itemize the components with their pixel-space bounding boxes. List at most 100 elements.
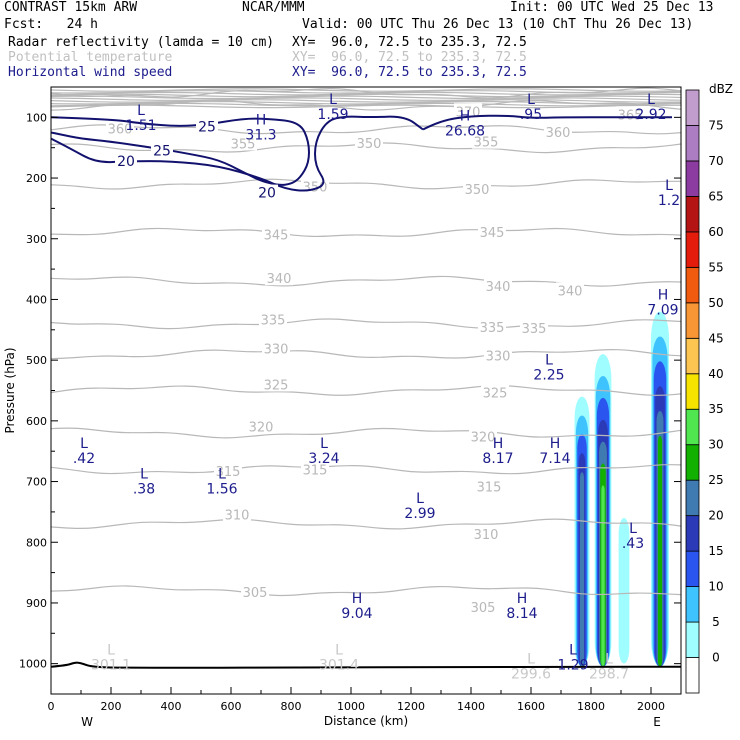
reflectivity-cell-1-level-35 [601, 485, 605, 667]
theta-label-bg-9 [262, 226, 290, 242]
theta-label-320: 320 [471, 431, 496, 446]
y-tick-label-500: 500 [26, 354, 47, 367]
theta-label-bg-18 [484, 347, 512, 363]
extremum-value: 2.92 [635, 107, 666, 123]
axes-layer: 0 200 400 600 800 1000 1200 1400 1600 1800 2000 100… [3, 86, 682, 729]
org-label: NCAR/MMM [242, 0, 305, 15]
colorbar-swatch-4 [685, 515, 700, 552]
theta-label-310: 310 [474, 528, 499, 543]
colorbar-label-55: 55 [708, 260, 723, 274]
colorbar-swatch-7 [685, 408, 700, 446]
theta-label-bg-3 [472, 133, 500, 149]
extremum-value: 1.59 [317, 107, 348, 123]
colorbar: 0 5 10 15 20 25 30 35 40 45 50 55 60 65 70 75 dBZ [685, 82, 733, 694]
theta-contour-320 [50, 427, 682, 439]
init-time: Init: 00 UTC Wed 25 Dec 13 [510, 0, 714, 15]
extremum-value: 9.04 [341, 606, 372, 622]
extremum-value: 8.17 [482, 451, 513, 467]
x-tick-label-1800: 1800 [577, 700, 605, 713]
extremum-L-symbol: L [329, 92, 337, 108]
extremum-L-symbol: L [665, 178, 673, 194]
theta-contour-315 [50, 464, 682, 475]
colorbar-swatch-12 [685, 231, 700, 268]
theta-contour-strat-8 [50, 102, 682, 107]
wind-label-25: 25 [198, 119, 216, 135]
theta-contour-strat-2 [50, 91, 682, 96]
extremum-value: 3.24 [308, 451, 339, 467]
field2-xy: XY= 96.0, 72.5 to 235.3, 72.5 [292, 50, 527, 65]
extremum-value: .95 [520, 107, 542, 123]
y-tick-label-800: 800 [26, 536, 47, 549]
east-endpoint-label: E [653, 715, 661, 729]
colorbar-label-50: 50 [708, 296, 723, 310]
y-tick-label-1000: 1000 [19, 658, 47, 671]
extrema-layer: L1.51L1.59L.95L2.92H31.3H26.68L1.2H7.09L… [73, 92, 680, 683]
theta-label-bg-20 [481, 384, 509, 400]
colorbar-label-25: 25 [708, 473, 723, 487]
theta-label-335: 335 [522, 322, 547, 337]
colorbar-swatch-14 [685, 160, 700, 197]
theta-label-bg-27 [472, 525, 500, 541]
colorbar-swatch-8 [685, 373, 700, 410]
extremum-value: 8.14 [506, 606, 537, 622]
theta-label-340: 340 [486, 280, 511, 295]
x-tick-label-1000: 1000 [337, 700, 365, 713]
theta-contour-325 [50, 385, 682, 396]
extremum-L-symbol: L [605, 652, 613, 668]
field3-xy: XY= 96.0, 72.5 to 235.3, 72.5 [292, 65, 527, 80]
y-tick-label-200: 200 [26, 172, 47, 185]
x-tick-label-200: 200 [101, 700, 122, 713]
west-endpoint-label: W [81, 715, 93, 729]
colorbar-swatch-6 [685, 444, 700, 481]
extremum-L-symbol: L [647, 92, 655, 108]
x-tick-label-1400: 1400 [457, 700, 485, 713]
x-tick-label-400: 400 [161, 700, 182, 713]
colorbar-label-65: 65 [708, 189, 723, 203]
colorbar-swatch-0 [685, 657, 700, 694]
theta-label-bg-4 [544, 123, 572, 139]
colorbar-label-0: 0 [712, 651, 720, 665]
terrain-line [50, 661, 682, 669]
colorbar-unit: dBZ [709, 82, 733, 96]
theta-contour-345 [50, 227, 682, 238]
colorbar-swatch-16 [685, 89, 700, 126]
forecast-hour: Fcst: 24 h [4, 17, 98, 32]
theta-label-310: 310 [225, 508, 250, 523]
theta-label-bg-25 [301, 461, 329, 477]
theta-label-bg-23 [214, 463, 242, 479]
theta-label-345: 345 [264, 229, 289, 244]
theta-label-340: 340 [267, 272, 292, 287]
terrain-layer [50, 661, 682, 669]
theta-contour-310 [50, 518, 682, 530]
theta-contour-strat-4 [50, 95, 682, 100]
colorbar-label-45: 45 [708, 331, 723, 345]
reflectivity-layer [574, 311, 669, 667]
wind-contour-layer: 25 25 20 20 [50, 114, 672, 202]
theta-label-bg-2 [355, 134, 383, 150]
colorbar-label-10: 10 [708, 580, 723, 594]
model-title: CONTRAST 15km ARW [4, 0, 138, 15]
extremum-value: 7.14 [539, 451, 570, 467]
extremum-value: 26.68 [445, 123, 485, 139]
extremum-L-symbol: L [140, 467, 148, 483]
theta-label-bg-0 [106, 120, 134, 136]
extremum-H-symbol: H [517, 591, 528, 607]
extremum-value: 1.51 [125, 118, 156, 134]
theta-label-bg-26 [223, 506, 251, 522]
theta-contour-strat-6 [50, 99, 682, 103]
extremum-H-symbol: H [658, 287, 669, 303]
extremum-L-symbol: L [569, 643, 577, 659]
theta-label-bg-14 [259, 311, 287, 327]
theta-label-350: 350 [357, 137, 382, 152]
colorbar-label-70: 70 [708, 154, 723, 168]
x-tick-label-600: 600 [221, 700, 242, 713]
y-tick-label-100: 100 [26, 111, 47, 124]
theta-contour-350 [50, 178, 681, 190]
y-tick-label-400: 400 [26, 293, 47, 306]
wind-label-25: 25 [153, 144, 171, 160]
y-tick-label-300: 300 [26, 233, 47, 246]
extremum-H-symbol: H [352, 591, 363, 607]
theta-label-315: 315 [216, 465, 241, 480]
extremum-H-symbol: H [460, 108, 471, 124]
extremum-H-symbol: H [493, 436, 504, 452]
